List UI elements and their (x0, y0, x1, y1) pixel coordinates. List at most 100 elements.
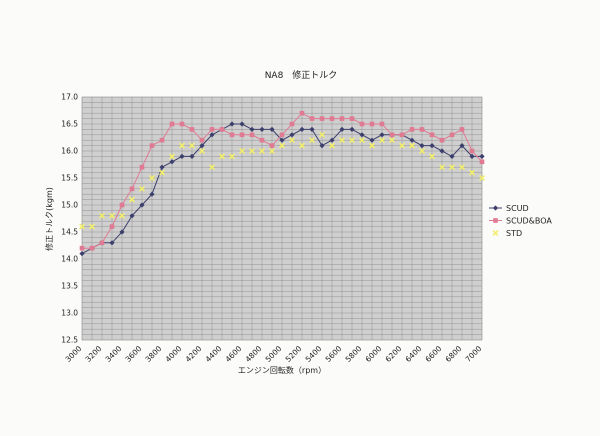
x-tick-label: 3800 (144, 344, 164, 364)
series-scud (79, 121, 485, 257)
data-point (379, 132, 385, 138)
data-point (159, 137, 165, 143)
data-point (109, 240, 115, 246)
data-point (149, 175, 155, 181)
chart-title: NA8 修正トルク (265, 69, 338, 81)
data-point (449, 164, 455, 171)
data-point (299, 110, 305, 116)
data-point (409, 127, 415, 132)
y-tick-label: 17.0 (61, 93, 78, 102)
data-point (289, 121, 295, 127)
data-point (299, 142, 305, 149)
data-point (119, 212, 125, 219)
data-point (79, 223, 85, 230)
data-point (209, 164, 215, 171)
grid-lines (82, 97, 482, 340)
x-tick-label: 5200 (284, 344, 304, 364)
data-point (359, 137, 365, 144)
data-point (449, 132, 455, 138)
data-point (129, 213, 135, 219)
data-point (479, 159, 485, 165)
x-axis-ticks: 3000 3200 3400 3600 3800 4000 4200 4400 4600 4800… (64, 344, 484, 364)
x-tick-label: 4600 (224, 344, 244, 364)
x-axis-title: エンジン回転数（rpm） (238, 365, 326, 375)
data-point (99, 212, 105, 219)
legend-label: SCUD (506, 204, 529, 213)
data-point (492, 230, 499, 236)
data-point (219, 153, 225, 160)
data-point (369, 121, 375, 127)
data-point (229, 153, 235, 160)
y-tick-label: 14.0 (61, 255, 78, 264)
data-point (199, 143, 205, 149)
y-tick-label: 16.0 (61, 147, 78, 156)
data-point (179, 153, 185, 159)
y-tick-label: 12.5 (61, 336, 78, 345)
data-point (329, 116, 335, 121)
data-point (409, 142, 415, 149)
data-point (309, 126, 315, 132)
x-tick-label: 5000 (264, 344, 284, 364)
data-point (379, 137, 385, 144)
data-point (289, 132, 295, 138)
data-point (359, 121, 365, 127)
data-point (229, 132, 235, 138)
data-point (249, 126, 255, 132)
data-point (239, 132, 245, 138)
data-point (259, 148, 265, 154)
data-point (119, 202, 125, 208)
x-tick-label: 5400 (304, 344, 324, 364)
x-tick-label: 4400 (204, 344, 224, 364)
x-tick-label: 6800 (444, 344, 464, 364)
data-point (199, 148, 205, 154)
data-point (469, 153, 475, 159)
data-point (279, 132, 285, 138)
x-tick-label: 5600 (324, 344, 344, 364)
data-point (492, 205, 499, 211)
data-point (149, 191, 155, 197)
data-point (329, 137, 335, 143)
legend-label: SCUD&BOA (506, 217, 552, 226)
data-point (369, 137, 375, 143)
data-point (259, 126, 265, 132)
legend-item: STD (492, 229, 522, 238)
data-point (359, 132, 365, 138)
data-point (169, 159, 175, 165)
data-point (479, 175, 485, 181)
x-tick-label: 5800 (344, 344, 364, 364)
data-point (349, 126, 355, 132)
data-point (479, 153, 485, 159)
x-tick-label: 3400 (104, 344, 124, 364)
data-point (419, 127, 425, 132)
data-point (339, 116, 345, 121)
data-point (159, 164, 165, 170)
data-point (239, 148, 245, 154)
series-std (79, 131, 485, 230)
legend-label: STD (506, 229, 522, 238)
x-tick-label: 7000 (464, 344, 484, 364)
data-point (249, 148, 255, 154)
data-point (179, 142, 185, 149)
x-tick-label: 4200 (184, 344, 204, 364)
data-point (349, 116, 355, 121)
data-point (309, 116, 315, 121)
data-point (139, 185, 145, 192)
data-point (429, 143, 435, 149)
data-point (269, 126, 275, 132)
data-series (79, 110, 485, 257)
data-point (189, 142, 195, 149)
data-point (339, 137, 345, 144)
y-tick-label: 15.5 (61, 174, 78, 183)
data-point (319, 143, 325, 149)
data-point (269, 148, 275, 154)
data-point (399, 132, 405, 138)
data-point (309, 137, 315, 144)
y-axis-title: 修正トルク(kgm) (44, 187, 54, 251)
data-point (269, 143, 275, 148)
data-point (279, 142, 285, 149)
data-point (219, 127, 225, 132)
data-point (139, 202, 145, 208)
y-tick-label: 13.0 (61, 309, 78, 318)
